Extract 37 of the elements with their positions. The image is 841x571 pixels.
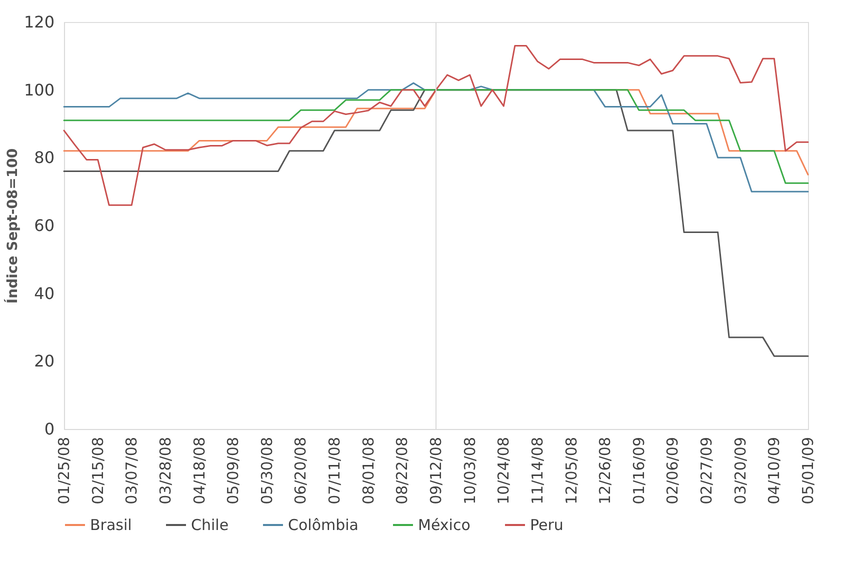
y-tick-label: 20	[34, 352, 54, 371]
x-tick-label: 05/01/09	[799, 437, 817, 504]
line-series	[63, 44, 809, 206]
x-tick-label: 05/30/08	[258, 437, 276, 504]
x-tick-label: 07/11/08	[326, 437, 344, 504]
x-tick-label: 05/09/08	[224, 437, 242, 504]
legend-label: Chile	[191, 516, 229, 534]
x-tick-label: 12/05/08	[562, 437, 580, 504]
x-tick-label: 02/15/08	[88, 437, 107, 504]
x-tick-label: 11/14/08	[528, 437, 546, 504]
x-tick-label: 06/20/08	[292, 437, 310, 504]
x-tick-label: 08/01/08	[359, 437, 378, 504]
x-tick-label: 01/16/09	[630, 437, 648, 504]
legend-label: México	[418, 516, 470, 534]
x-tick-label: 12/26/08	[596, 437, 614, 504]
y-tick-label: 40	[34, 284, 54, 303]
x-tick-label: 04/10/09	[765, 437, 784, 504]
legend-label: Brasil	[90, 516, 132, 534]
x-tick-label: 02/06/09	[664, 437, 682, 504]
y-tick-label: 100	[24, 80, 54, 100]
x-tick-label: 02/27/09	[698, 437, 716, 504]
x-tick-label: 08/22/08	[393, 437, 412, 504]
y-tick-label: 80	[34, 148, 54, 168]
y-tick-label: 0	[44, 420, 54, 438]
x-tick-label: 04/18/08	[190, 437, 208, 504]
x-tick-label: 09/12/08	[427, 437, 445, 504]
legend-label: Colômbia	[288, 516, 358, 534]
legend-label: Peru	[530, 516, 564, 534]
x-tick-label: 03/20/09	[731, 437, 750, 504]
y-tick-label: 120	[24, 12, 54, 32]
x-tick-label: 10/24/08	[494, 437, 513, 504]
x-tick-label: 01/25/08	[55, 437, 73, 504]
x-tick-label: 10/03/08	[460, 437, 479, 504]
y-tick-label: 60	[34, 216, 54, 235]
x-tick-label: 03/28/08	[156, 437, 174, 504]
x-tick-label: 03/07/08	[122, 437, 141, 504]
y-axis-title: Índice Sept-08=100	[4, 148, 21, 304]
